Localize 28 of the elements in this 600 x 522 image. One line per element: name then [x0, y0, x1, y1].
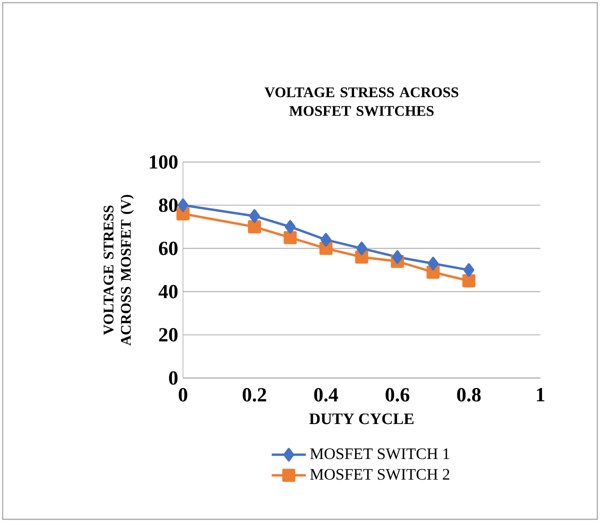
x-tick-label: 0.6 [386, 388, 410, 402]
x-tick-label: 0 [178, 388, 188, 402]
point [462, 274, 476, 288]
point [284, 220, 296, 234]
legend-label: MOSFET SWITCH 2 [310, 468, 450, 480]
x-axis-title: DUTY CYCLE [309, 413, 414, 424]
point [356, 242, 368, 256]
chart-title: VOLTAGE STRESS ACROSS MOSFET SWITCHES [264, 87, 458, 116]
y-axis-title: VOLTAGE STRESS ACROSS MOSFET (V) [104, 194, 134, 346]
legend-label: MOSFET SWITCH 1 [310, 448, 450, 460]
point [428, 256, 439, 270]
y-tick-label: 60 [158, 242, 178, 256]
y-tick-label: 20 [159, 328, 178, 342]
x-tick-label: 0.2 [242, 388, 266, 402]
point [248, 220, 262, 234]
y-tick-label: 80 [158, 198, 178, 212]
x-tick-label: 0.8 [457, 388, 481, 402]
point [320, 232, 332, 247]
point [392, 250, 403, 264]
y-tick-label: 100 [150, 155, 178, 169]
point [463, 263, 474, 277]
x-tick-label: 0.4 [314, 388, 338, 402]
x-tick-label: 1 [536, 388, 544, 402]
point [284, 231, 297, 244]
y-tick-label: 40 [158, 284, 178, 298]
point [178, 198, 188, 212]
y-tick-label: 0 [169, 371, 178, 385]
point [249, 209, 260, 223]
